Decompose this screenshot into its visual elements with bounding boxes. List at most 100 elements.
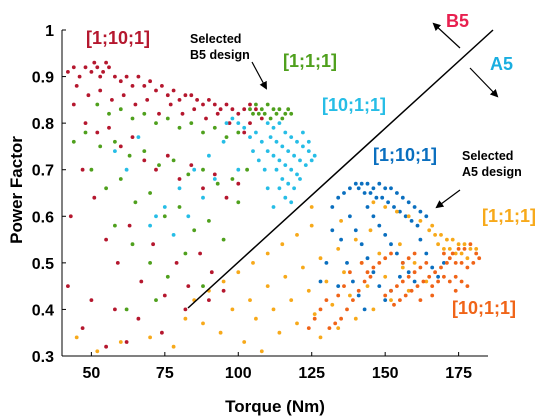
data-point <box>333 321 338 326</box>
data-point <box>436 242 440 247</box>
data-point <box>207 153 211 158</box>
data-point <box>212 172 217 177</box>
data-point <box>130 116 135 121</box>
data-point <box>148 191 153 195</box>
data-point <box>118 177 123 181</box>
data-point <box>151 242 156 247</box>
data-point <box>353 316 358 321</box>
data-point <box>236 121 241 125</box>
data-point <box>71 102 76 107</box>
data-point <box>136 316 141 321</box>
data-point <box>465 256 470 261</box>
data-point <box>148 223 153 228</box>
data-point <box>256 158 261 163</box>
data-point <box>256 111 261 116</box>
a5-arrow <box>469 67 499 98</box>
selected-b5-pointer <box>251 61 267 90</box>
data-point <box>424 214 429 219</box>
x-tick-label: 175 <box>445 365 472 382</box>
data-point <box>92 195 97 200</box>
data-point <box>295 172 299 177</box>
data-point <box>430 293 435 298</box>
data-point <box>309 158 314 163</box>
data-point <box>398 209 402 214</box>
data-point <box>142 158 147 163</box>
data-point <box>306 139 311 144</box>
data-point <box>339 316 343 321</box>
data-point <box>318 279 323 284</box>
data-point <box>242 340 247 344</box>
selected-a5-note-line2: A5 design <box>462 165 522 179</box>
data-point <box>189 163 194 168</box>
data-point <box>277 121 282 125</box>
data-point <box>271 205 276 209</box>
data-point <box>433 233 437 237</box>
data-point <box>236 167 241 172</box>
data-point <box>177 177 182 181</box>
data-point <box>224 195 229 200</box>
data-point <box>336 284 341 288</box>
data-point <box>330 302 335 307</box>
data-point <box>80 326 85 330</box>
series-label-a5-10-1-1: [10;1;1] <box>452 298 516 318</box>
data-point <box>236 130 241 135</box>
data-point <box>66 70 70 74</box>
data-point <box>406 274 411 279</box>
data-point <box>118 340 123 344</box>
data-point <box>254 102 258 107</box>
data-point <box>436 279 440 284</box>
data-point <box>71 139 76 144</box>
data-point <box>389 298 393 302</box>
data-point <box>336 293 341 298</box>
y-tick-label: 0.5 <box>32 256 54 273</box>
data-point <box>418 265 423 270</box>
data-point <box>251 149 255 154</box>
data-point <box>289 298 294 302</box>
data-point <box>107 111 111 116</box>
data-point <box>351 279 355 284</box>
data-point <box>424 279 429 284</box>
data-point <box>289 135 294 140</box>
data-point <box>201 130 205 135</box>
data-point <box>462 242 467 247</box>
data-point <box>412 205 417 209</box>
data-point <box>377 261 382 265</box>
data-point <box>459 251 464 256</box>
data-point <box>456 247 461 251</box>
y-axis-title: Power Factor <box>7 136 26 244</box>
series-label-a5-1-10-1: [1;10;1] <box>373 145 437 165</box>
data-point <box>89 167 94 172</box>
data-point <box>409 288 414 293</box>
data-point <box>130 84 135 88</box>
x-tick-label: 150 <box>372 365 399 382</box>
data-point <box>215 111 220 116</box>
data-point <box>201 195 205 200</box>
data-point <box>224 102 229 107</box>
data-point <box>236 270 241 275</box>
data-point <box>298 158 302 163</box>
data-point <box>309 223 314 228</box>
data-point <box>98 88 103 93</box>
data-point <box>262 111 267 116</box>
data-point <box>453 261 458 265</box>
data-point <box>177 125 182 130</box>
data-point <box>154 298 158 302</box>
data-point <box>286 181 291 186</box>
data-point <box>86 93 91 98</box>
data-point <box>254 130 258 135</box>
region-label-b5: B5 <box>446 11 469 31</box>
data-point <box>221 279 226 284</box>
data-point <box>403 214 408 219</box>
data-point <box>395 284 399 288</box>
data-point <box>312 153 317 158</box>
data-point <box>218 107 223 112</box>
data-point <box>271 153 276 158</box>
data-point <box>227 121 232 125</box>
data-point <box>415 223 420 228</box>
data-point <box>324 261 329 265</box>
data-point <box>251 261 255 265</box>
data-point <box>207 298 211 302</box>
data-point <box>359 261 364 265</box>
data-point <box>468 247 473 251</box>
data-point <box>398 274 402 279</box>
